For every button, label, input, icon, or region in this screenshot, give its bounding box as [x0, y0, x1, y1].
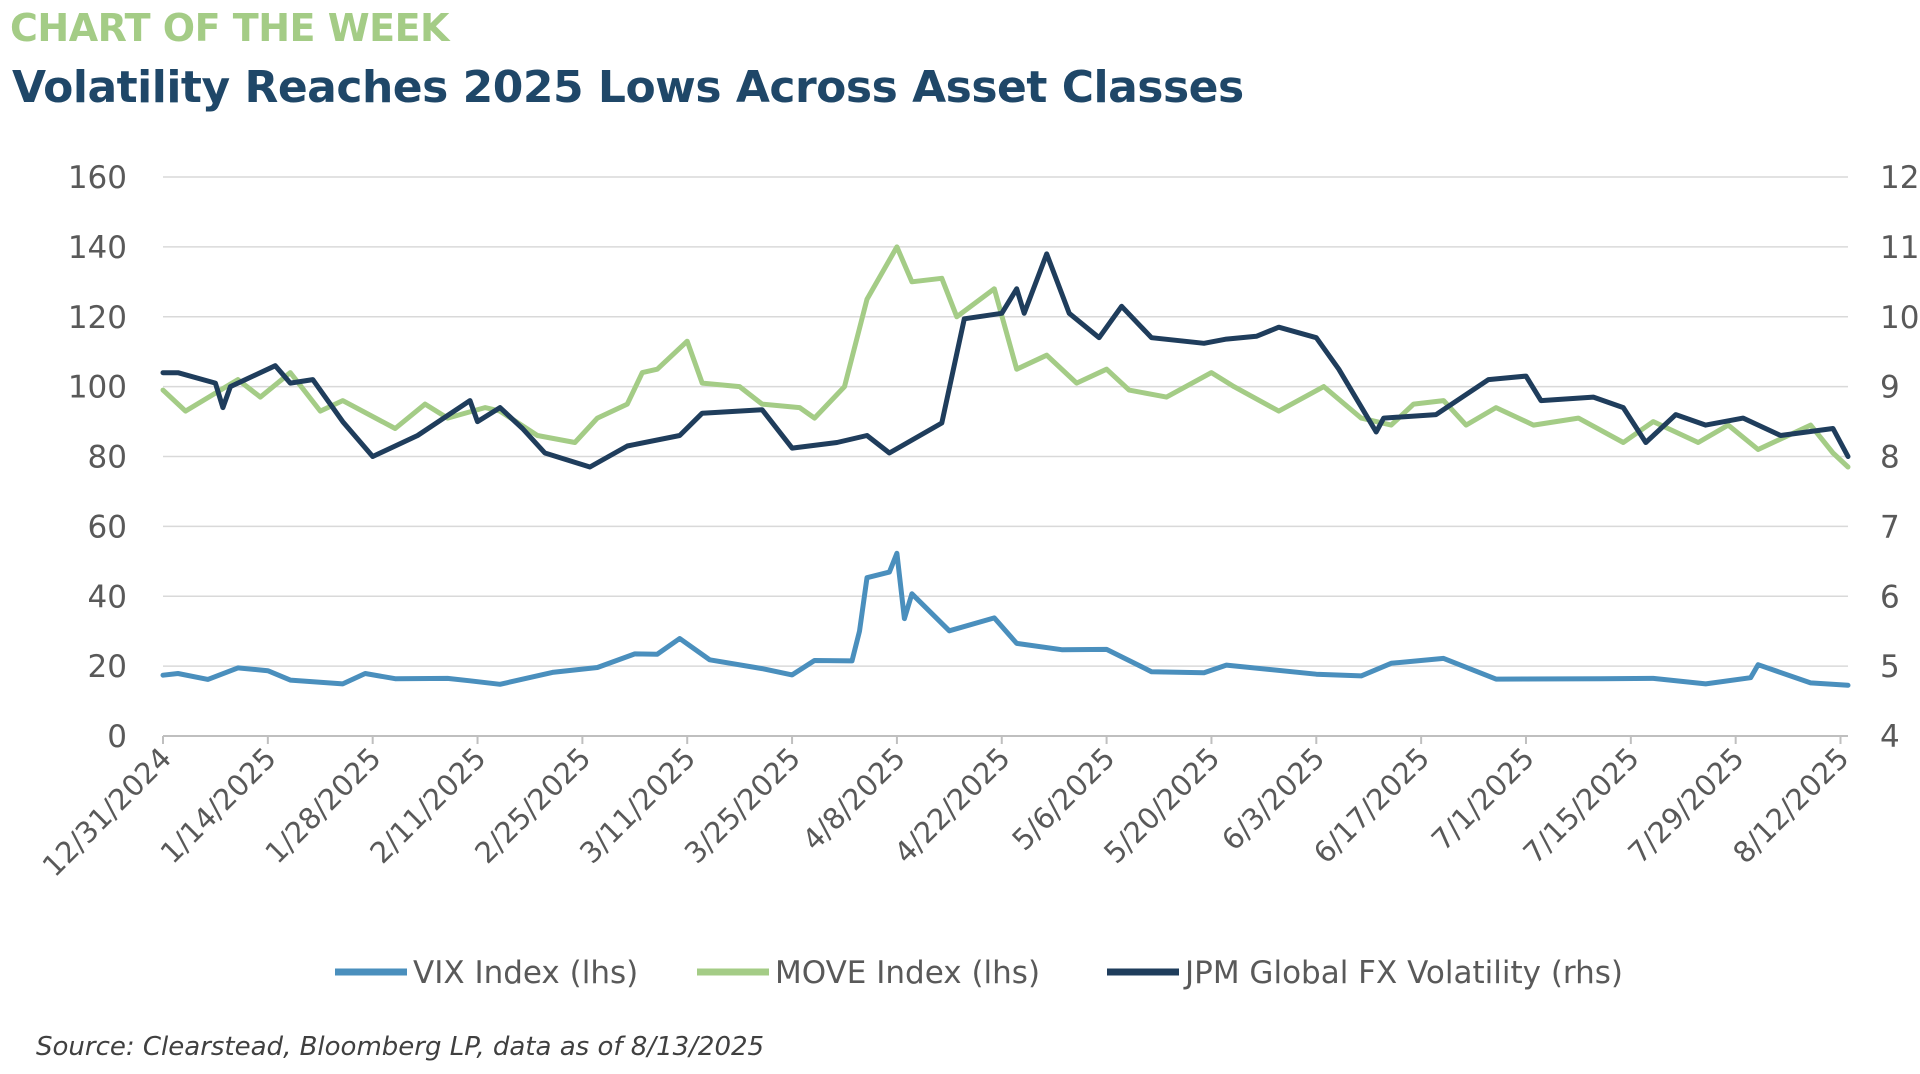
axes: 0 20 40 60 80 100 120 140 160 4 5 6 7 8 9 10 11 12 12/31/2… [36, 160, 1920, 883]
y-right-tick-label: 12 [1880, 160, 1919, 196]
y-left-tick-label: 140 [68, 230, 127, 266]
y-right-tick-label: 5 [1880, 649, 1900, 685]
y-left-tick-label: 160 [68, 160, 127, 196]
y-left-tick-label: 120 [68, 300, 127, 336]
y-right-tick-label: 4 [1880, 719, 1900, 755]
legend-label: VIX Index (lhs) [413, 955, 638, 991]
legend: VIX Index (lhs) MOVE Index (lhs) JPM Globa… [335, 955, 1623, 991]
x-tick-label: 12/31/2024 [36, 741, 178, 883]
grid-lines [163, 176, 1848, 667]
y-left-tick-label: 60 [88, 509, 127, 545]
y-left-tick-label: 80 [88, 440, 127, 476]
y-left-tick-label: 20 [88, 649, 127, 685]
y-right-tick-label: 7 [1880, 509, 1900, 545]
y-left-tick-label: 100 [68, 370, 127, 406]
y-right-tick-label: 8 [1880, 440, 1900, 476]
series-line-vix [160, 550, 1851, 688]
source-note: Source: Clearstead, Bloomberg LP, data a… [36, 1032, 765, 1062]
y-left-tick-label: 40 [88, 579, 127, 615]
y-right-tick-label: 10 [1880, 300, 1919, 336]
series-line-move [160, 244, 1851, 470]
y-left-tick-label: 0 [107, 719, 127, 755]
y-right-tick-label: 6 [1880, 579, 1900, 615]
series-lines [160, 244, 1851, 688]
series-line-fx [160, 251, 1851, 470]
chart-kicker: CHART OF THE WEEK [10, 6, 449, 50]
chart-title: Volatility Reaches 2025 Lows Across Asse… [12, 62, 1244, 113]
legend-label: MOVE Index (lhs) [775, 955, 1040, 991]
y-right-tick-label: 11 [1880, 230, 1919, 266]
y-right-tick-label: 9 [1880, 370, 1900, 406]
legend-label: JPM Global FX Volatility (rhs) [1183, 955, 1623, 991]
